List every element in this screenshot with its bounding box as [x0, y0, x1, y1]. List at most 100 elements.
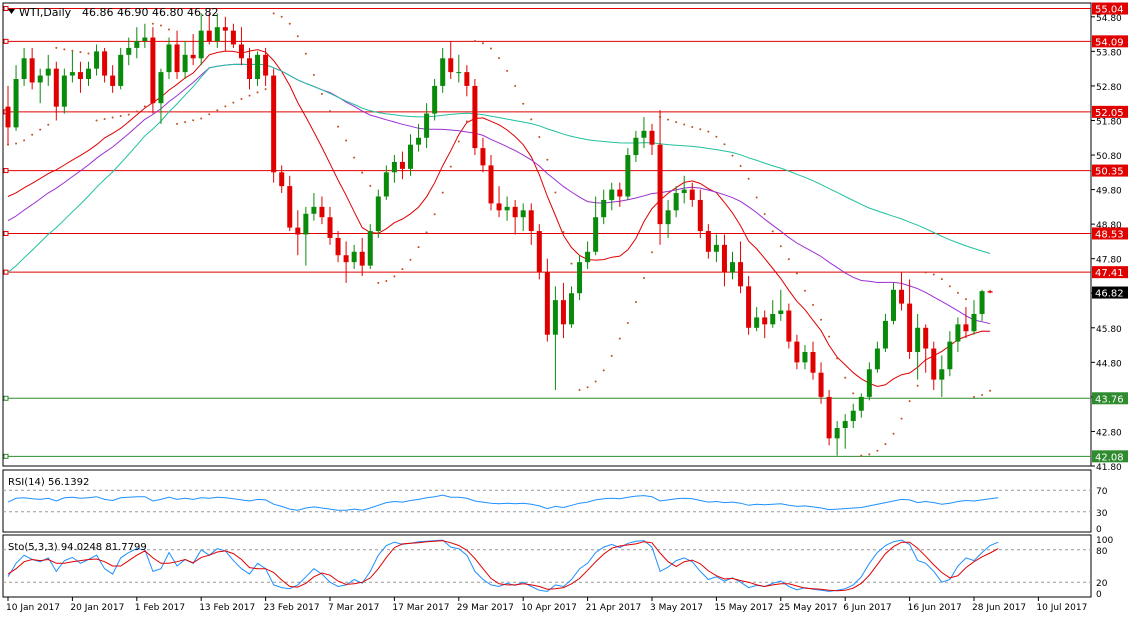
psar-dot: [111, 116, 114, 119]
candle-body: [190, 54, 196, 59]
candle-body: [931, 348, 937, 380]
candle-96: [778, 289, 784, 321]
psar-dot: [208, 113, 211, 116]
candle-body: [456, 72, 462, 74]
time-tick-label: 16 Jun 2017: [908, 603, 962, 613]
time-tick-label: 29 Mar 2017: [457, 603, 514, 613]
rsi-tick-label: 30: [1096, 509, 1108, 519]
candle-body: [947, 341, 953, 370]
psar-dot: [948, 285, 951, 288]
psar-dot: [433, 213, 436, 216]
psar-dot: [103, 117, 106, 120]
psar-dot: [385, 280, 388, 283]
psar-dot: [538, 135, 541, 138]
candle-body: [657, 144, 663, 225]
candle-6: [53, 61, 59, 121]
candle-body: [512, 206, 518, 218]
psar-dot: [675, 121, 678, 124]
candle-81: [657, 110, 663, 245]
stochastic-label: Sto(5,3,3) 94.0248 81.7799: [8, 542, 147, 553]
candle-body: [585, 251, 591, 263]
psar-dot: [417, 246, 420, 249]
time-tick-label: 15 May 2017: [714, 603, 773, 613]
candle-44: [359, 237, 365, 276]
psar-dot: [87, 52, 90, 55]
psar-dot: [803, 289, 806, 292]
psar-dot: [329, 110, 331, 113]
candle-67: [544, 258, 550, 342]
candle-body: [818, 372, 824, 397]
candle-body: [464, 72, 470, 86]
psar-dot: [353, 156, 356, 159]
candle-18: [150, 27, 156, 114]
candle-body: [118, 54, 124, 86]
psar-dot: [256, 91, 259, 94]
dropdown-triangle-icon[interactable]: [8, 9, 15, 14]
candle-body: [222, 27, 228, 31]
candle-36: [295, 210, 301, 256]
level-tag-label-3: 50.35: [1095, 167, 1124, 178]
candle-33: [271, 68, 277, 183]
candle-42: [343, 241, 349, 283]
level-tag-bg-5: [1092, 266, 1128, 279]
candle-52: [424, 103, 430, 149]
candle-58: [472, 79, 478, 156]
candle-4: [37, 68, 43, 104]
stoch-tick-label: 0: [1096, 590, 1102, 600]
candle-93: [754, 307, 760, 332]
candle-body: [891, 289, 896, 321]
candle-9: [77, 61, 83, 93]
candle-body: [271, 75, 277, 173]
candle-body: [472, 85, 478, 149]
candle-body: [907, 303, 913, 352]
psar-dot: [304, 52, 307, 55]
psar-dot: [699, 128, 702, 131]
candle-body: [408, 144, 413, 169]
candle-body: [681, 189, 687, 194]
candle-43: [351, 244, 357, 270]
psar-dot: [626, 321, 629, 324]
candle-body: [842, 421, 848, 428]
candle-1: [13, 65, 19, 131]
candle-64: [520, 203, 526, 232]
psar-dot: [828, 335, 831, 338]
psar-dot: [900, 417, 903, 420]
candle-13: [110, 65, 116, 93]
psar-dot: [586, 386, 589, 389]
psar-dot: [981, 393, 984, 396]
psar-dot: [578, 388, 581, 391]
psar-dot: [449, 165, 452, 168]
candle-0: [5, 85, 11, 145]
candle-body: [69, 72, 75, 76]
candle-body: [319, 206, 325, 218]
candle-116: [939, 355, 945, 397]
candle-body: [569, 293, 574, 325]
candle-body: [544, 272, 550, 335]
candle-body: [335, 237, 341, 256]
candle-17: [142, 23, 148, 48]
time-tick-label: 21 Apr 2017: [586, 603, 642, 613]
candle-body: [399, 161, 405, 169]
candle-body: [391, 161, 397, 173]
candle-8: [69, 51, 75, 83]
psar-dot: [514, 84, 517, 87]
psar-dot: [956, 291, 959, 294]
psar-dot: [176, 122, 179, 125]
candle-38: [311, 193, 317, 221]
candle-body: [987, 291, 993, 293]
candles: [5, 13, 993, 456]
candle-body: [5, 106, 11, 128]
candle-body: [705, 231, 711, 252]
candle-body: [367, 231, 373, 266]
candle-34: [279, 165, 285, 194]
candle-body: [536, 231, 542, 273]
candle-body: [858, 396, 864, 411]
candle-120: [971, 300, 977, 335]
candle-body: [593, 217, 599, 252]
candle-77: [625, 148, 631, 200]
psar-dot: [747, 177, 750, 180]
candle-body: [770, 313, 776, 325]
time-tick-label: 10 Apr 2017: [521, 603, 577, 613]
candle-body: [488, 165, 494, 204]
psar-dot: [908, 400, 911, 403]
